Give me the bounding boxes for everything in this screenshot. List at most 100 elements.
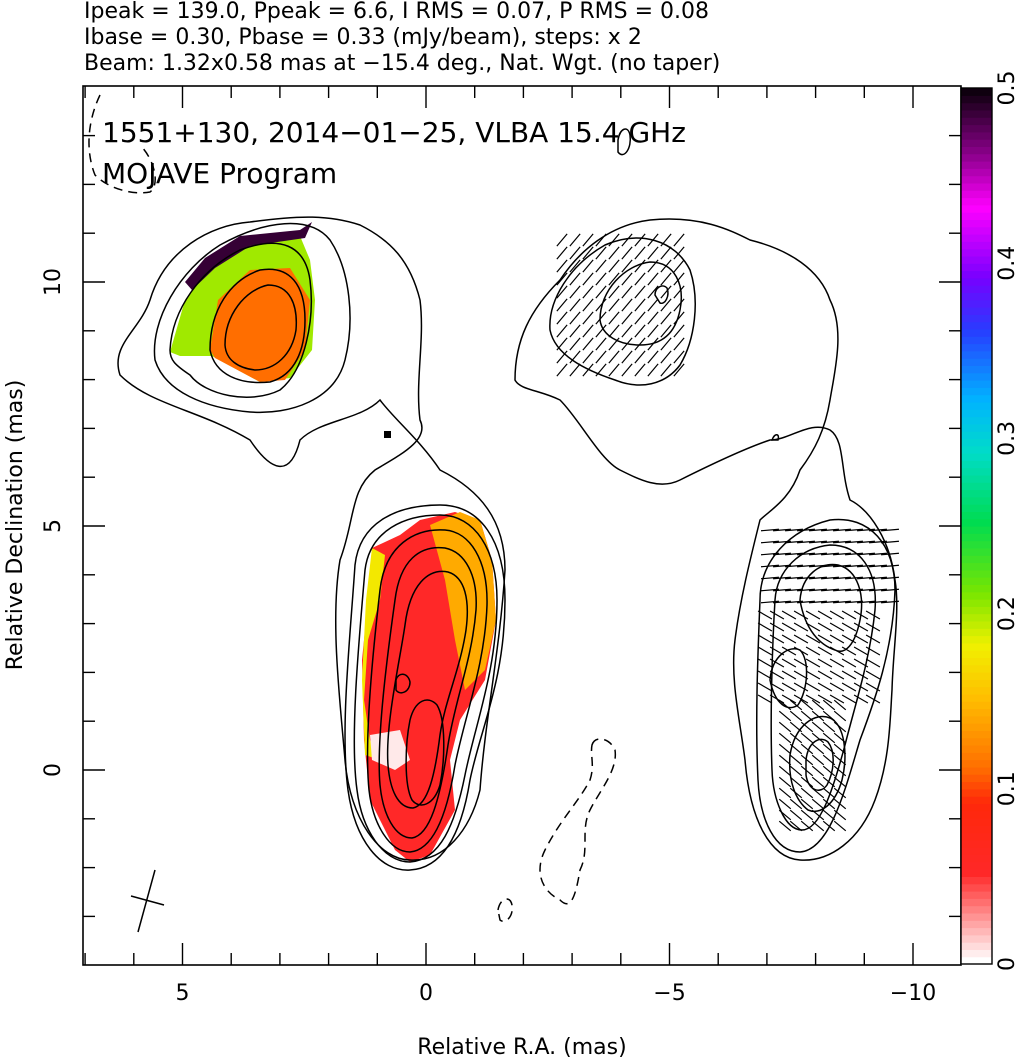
- evpa-tick: [822, 721, 836, 733]
- colorbar-segment: [961, 920, 992, 929]
- evpa-tick: [793, 634, 809, 644]
- colorbar-segment: [961, 336, 992, 345]
- header-line-3: Beam: 1.32x0.58 mas at −15.4 deg., Nat. …: [84, 51, 721, 76]
- contour-line: [599, 261, 682, 346]
- evpa-tick: [595, 259, 607, 273]
- evpa-tick: [608, 298, 620, 312]
- evpa-tick: [805, 634, 821, 644]
- evpa-tick: [660, 363, 672, 377]
- evpa-tick: [789, 754, 803, 766]
- evpa-tick: [808, 600, 828, 604]
- evpa-tick: [772, 540, 792, 544]
- colorbar-segment: [961, 190, 992, 199]
- colorbar-segment: [961, 358, 992, 366]
- evpa-tick: [822, 820, 836, 832]
- colorbar-tick-label: 0.4: [995, 246, 1020, 281]
- colorbar-segment: [961, 708, 992, 717]
- evpa-tick: [800, 798, 814, 810]
- evpa-tick: [865, 682, 881, 692]
- evpa-tick: [833, 798, 847, 810]
- negative-contour: [88, 94, 156, 194]
- evpa-tick: [796, 564, 816, 568]
- colorbar-segment: [961, 380, 992, 388]
- evpa-tick: [757, 622, 773, 632]
- evpa-tick: [757, 670, 773, 680]
- evpa-tick: [647, 311, 659, 325]
- colorbar-segment: [961, 474, 992, 483]
- evpa-tick: [760, 576, 780, 580]
- colorbar-segment: [961, 431, 992, 439]
- colorbar-segment: [961, 606, 992, 615]
- evpa-tick: [789, 732, 803, 744]
- colorbar-segment: [961, 394, 992, 403]
- colorbar-segment: [961, 577, 992, 585]
- evpa-tick: [832, 564, 852, 568]
- colorbar-segment: [961, 212, 992, 220]
- evpa-tick: [789, 787, 803, 799]
- evpa-tick: [856, 540, 876, 544]
- evpa-tick: [769, 622, 785, 632]
- evpa-tick: [789, 776, 803, 788]
- evpa-tick: [621, 272, 633, 286]
- evpa-tick: [822, 754, 836, 766]
- colorbar-segment: [961, 248, 992, 257]
- evpa-tick: [880, 540, 900, 544]
- evpa-tick: [781, 658, 797, 668]
- header-line-1: Ipeak = 139.0, Ppeak = 6.6, I RMS = 0.07…: [84, 0, 709, 24]
- evpa-tick: [832, 588, 852, 592]
- evpa-tick: [595, 233, 607, 247]
- colorbar-segment: [961, 679, 992, 688]
- plot-frame: [82, 85, 962, 966]
- evpa-tick: [582, 298, 594, 312]
- evpa-tick: [778, 754, 792, 766]
- colorbar-segment: [961, 905, 992, 914]
- evpa-tick: [868, 600, 888, 604]
- colorbar-segment: [961, 175, 992, 184]
- evpa-tick: [634, 259, 646, 273]
- evpa-tick: [647, 272, 659, 286]
- evpa-tick: [853, 694, 869, 704]
- evpa-tick: [621, 311, 633, 325]
- evpa-tick: [880, 588, 900, 592]
- evpa-tick: [805, 646, 821, 656]
- colorbar-segment: [961, 423, 992, 432]
- evpa-tick: [760, 564, 780, 568]
- colorbar-segment: [961, 139, 992, 147]
- evpa-tick: [833, 710, 847, 722]
- evpa-tick: [556, 311, 568, 325]
- colorbar-segment: [961, 467, 992, 476]
- x-tick-label: 5: [176, 981, 190, 1006]
- evpa-tick: [760, 552, 780, 556]
- evpa-tick: [789, 820, 803, 832]
- evpa-tick: [853, 670, 869, 680]
- colorbar-segment: [961, 307, 992, 315]
- evpa-tick: [634, 246, 646, 260]
- colorbar-segment: [961, 788, 992, 797]
- colorbar-segment: [961, 591, 992, 600]
- evpa-tick: [647, 337, 659, 351]
- evpa-tick: [621, 337, 633, 351]
- colorbar-segment: [961, 416, 992, 425]
- evpa-tick: [660, 246, 672, 260]
- colorbar-segment: [961, 255, 992, 264]
- colorbar-segment: [961, 292, 992, 301]
- colorbar-segment: [961, 613, 992, 622]
- evpa-tick: [781, 646, 797, 656]
- colorbar-segment: [961, 401, 992, 410]
- evpa-tick: [608, 233, 620, 247]
- evpa-tick: [833, 721, 847, 733]
- colorbar-segment: [961, 533, 992, 542]
- evpa-tick: [647, 233, 659, 247]
- evpa-tick: [634, 337, 646, 351]
- evpa-tick: [811, 743, 825, 755]
- evpa-tick: [832, 600, 852, 604]
- evpa-tick: [569, 285, 581, 299]
- evpa-tick: [868, 564, 888, 568]
- evpa-tick: [800, 754, 814, 766]
- evpa-tick: [808, 528, 828, 532]
- evpa-tick: [796, 576, 816, 580]
- colorbar-segment: [961, 445, 992, 454]
- evpa-tick: [772, 564, 792, 568]
- evpa-tick: [811, 710, 825, 722]
